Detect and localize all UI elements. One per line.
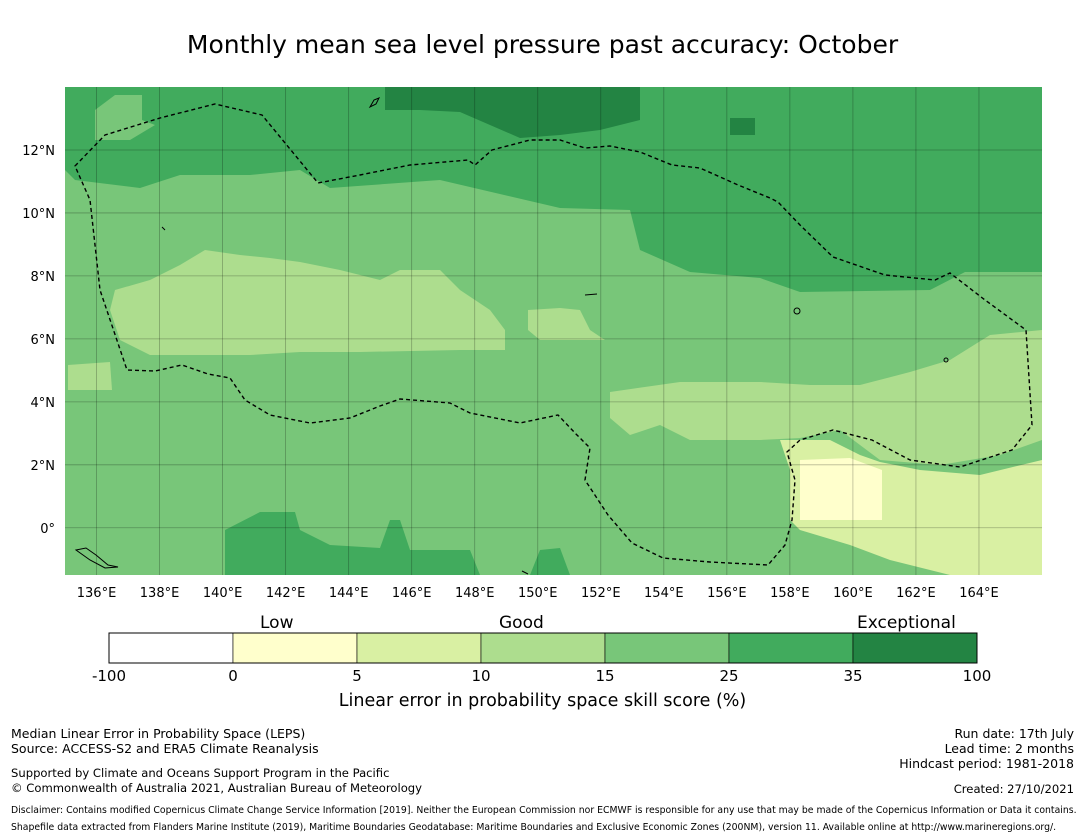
colorbar-tick-label: -100 bbox=[92, 667, 126, 685]
lat-tick-label: 8°N bbox=[31, 270, 56, 285]
lon-tick-label: 148°E bbox=[455, 586, 495, 601]
skill-region-south-2 bbox=[530, 548, 570, 575]
lon-tick-label: 160°E bbox=[833, 586, 873, 601]
colorbar-frame bbox=[108, 632, 978, 664]
footer-method: Median Linear Error in Probability Space… bbox=[11, 726, 306, 741]
island bbox=[793, 307, 801, 315]
lat-tick-label: 4°N bbox=[31, 396, 56, 411]
map-title: Monthly mean sea level pressure past acc… bbox=[186, 30, 899, 59]
island bbox=[161, 226, 166, 231]
colorbar-cell bbox=[852, 632, 978, 664]
colorbar-tick-label: 35 bbox=[843, 667, 862, 685]
colorbar-cell bbox=[604, 632, 730, 664]
longitude-labels: 136°E 138°E 140°E 142°E 144°E 146°E 148°E 150°E… bbox=[77, 586, 999, 601]
island bbox=[74, 547, 119, 569]
map-gridlines bbox=[65, 87, 1042, 575]
skill-field bbox=[65, 87, 1042, 575]
eez-boundary bbox=[74, 103, 1033, 566]
colorbar-cell bbox=[480, 632, 606, 664]
run-date: Run date: 17th July bbox=[954, 726, 1075, 741]
island bbox=[521, 570, 529, 575]
colorbar-label: Linear error in probability space skill … bbox=[338, 691, 747, 711]
colorbar-tick-label: 5 bbox=[352, 667, 362, 685]
footer-right: Run date: 17th July Lead time: 2 months … bbox=[899, 726, 1074, 771]
hindcast-period: Hindcast period: 1981-2018 bbox=[899, 756, 1074, 771]
footer-left: Median Linear Error in Probability Space… bbox=[11, 726, 319, 756]
lon-tick-label: 154°E bbox=[644, 586, 684, 601]
colorbar-tick-label: 10 bbox=[471, 667, 490, 685]
skill-region-tl bbox=[95, 95, 155, 140]
lon-tick-label: 146°E bbox=[392, 586, 432, 601]
colorbar-tick-label: 15 bbox=[595, 667, 614, 685]
skill-region-east bbox=[610, 330, 1042, 465]
lon-tick-label: 150°E bbox=[518, 586, 558, 601]
colorbar-ticks: -100 0 5 10 15 25 35 100 bbox=[92, 667, 991, 685]
lon-tick-label: 152°E bbox=[581, 586, 621, 601]
skill-region-exceptional-2 bbox=[730, 118, 755, 135]
lat-tick-label: 0° bbox=[40, 522, 55, 537]
latitude-labels: 12°N 10°N 8°N 6°N 4°N 2°N 0° bbox=[22, 144, 55, 537]
footer-support-line: Supported by Climate and Oceans Support … bbox=[11, 766, 390, 780]
skill-region-good-north bbox=[65, 87, 1042, 292]
lead-time: Lead time: 2 months bbox=[944, 741, 1074, 756]
created-date: Created: 27/10/2021 bbox=[953, 782, 1074, 796]
colorbar-cell bbox=[356, 632, 482, 664]
colorbar-cell bbox=[108, 632, 234, 664]
skill-region-yellow bbox=[800, 458, 882, 520]
category-good: Good bbox=[499, 613, 544, 633]
colorbar-tick-label: 100 bbox=[963, 667, 992, 685]
disclaimer: Disclaimer: Contains modified Copernicus… bbox=[11, 805, 1077, 816]
lat-tick-label: 12°N bbox=[22, 144, 55, 159]
shapefile-credit: Shapefile data extracted from Flanders M… bbox=[11, 822, 1057, 833]
footer-support: Supported by Climate and Oceans Support … bbox=[11, 766, 422, 796]
skill-region-mid bbox=[110, 250, 505, 355]
lat-tick-label: 6°N bbox=[31, 333, 56, 348]
colorbar-cells bbox=[108, 632, 978, 664]
island bbox=[368, 97, 381, 109]
category-exceptional: Exceptional bbox=[857, 613, 956, 633]
skill-region-exceptional bbox=[385, 87, 640, 138]
footer-source: Source: ACCESS-S2 and ERA5 Climate Reana… bbox=[11, 741, 319, 756]
islands bbox=[74, 97, 949, 575]
lon-tick-label: 142°E bbox=[266, 586, 306, 601]
lon-tick-label: 136°E bbox=[77, 586, 117, 601]
island bbox=[943, 357, 949, 363]
lon-tick-label: 156°E bbox=[707, 586, 747, 601]
lon-tick-label: 158°E bbox=[770, 586, 810, 601]
lat-tick-label: 10°N bbox=[22, 207, 55, 222]
footer-copyright: © Commonwealth of Australia 2021, Austra… bbox=[11, 781, 423, 795]
lat-tick-label: 2°N bbox=[31, 459, 56, 474]
skill-map: 12°N 10°N 8°N 6°N 4°N 2°N 0° 136°E 138°E 140°E 14… bbox=[22, 87, 1042, 601]
lon-tick-label: 162°E bbox=[896, 586, 936, 601]
category-low: Low bbox=[260, 613, 294, 633]
colorbar-tick-label: 25 bbox=[719, 667, 738, 685]
colorbar-cell bbox=[232, 632, 358, 664]
lon-tick-label: 164°E bbox=[959, 586, 999, 601]
lon-tick-label: 138°E bbox=[140, 586, 180, 601]
skill-region-mid-2 bbox=[528, 308, 605, 340]
skill-region-mid-west bbox=[68, 362, 112, 390]
colorbar-tick-label: 0 bbox=[228, 667, 238, 685]
skill-region-south bbox=[225, 512, 480, 575]
island bbox=[584, 293, 598, 296]
colorbar-cell bbox=[728, 632, 854, 664]
lon-tick-label: 140°E bbox=[203, 586, 243, 601]
lon-tick-label: 144°E bbox=[329, 586, 369, 601]
